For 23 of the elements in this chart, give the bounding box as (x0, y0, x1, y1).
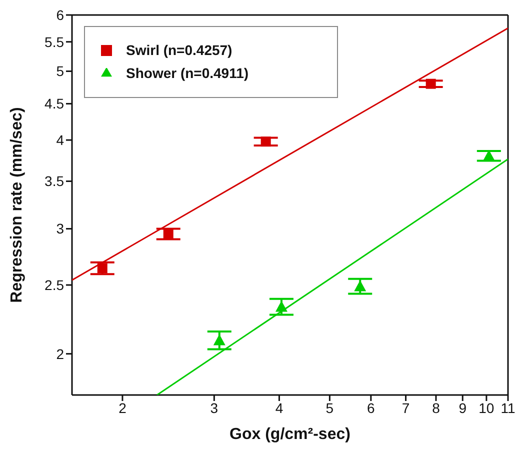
y-tick-label: 3 (56, 220, 64, 237)
y-tick-label: 3.5 (44, 173, 64, 190)
x-tick-label: 5 (326, 400, 334, 416)
x-tick-label: 8 (432, 400, 440, 416)
x-tick-label: 11 (500, 400, 516, 416)
x-tick-label: 6 (367, 400, 376, 416)
legend-label: Swirl (n=0.4257) (126, 42, 232, 58)
y-tick-label: 5.5 (44, 34, 64, 50)
y-tick-label: 6 (56, 6, 64, 23)
legend-label: Shower (n=0.4911) (126, 65, 249, 81)
y-tick-label: 4.5 (44, 96, 64, 112)
y-tick-label: 4 (56, 132, 64, 148)
x-tick-label: 7 (402, 400, 410, 416)
x-tick-label: 4 (275, 400, 284, 416)
y-tick-label: 5 (56, 63, 64, 80)
y-tick-label: 2 (56, 346, 64, 362)
y-axis-title: Regression rate (mm/sec) (8, 107, 26, 303)
x-axis-title: Gox (g/cm²-sec) (230, 426, 350, 443)
y-tick-label: 2.5 (44, 276, 64, 293)
x-tick-label: 2 (118, 400, 127, 416)
x-tick-label: 9 (458, 400, 467, 416)
x-tick-label: 10 (478, 400, 494, 416)
x-tick-label: 3 (210, 400, 218, 416)
